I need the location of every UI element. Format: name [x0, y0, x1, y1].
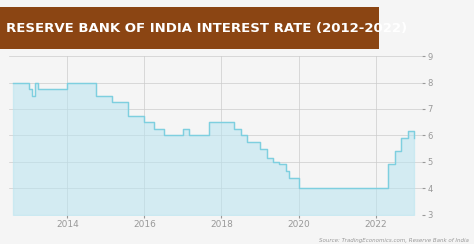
Text: RESERVE BANK OF INDIA INTEREST RATE (2012-2022): RESERVE BANK OF INDIA INTEREST RATE (201…: [6, 21, 407, 35]
Text: Source: TradingEconomics.com, Reserve Bank of India: Source: TradingEconomics.com, Reserve Ba…: [319, 238, 469, 243]
